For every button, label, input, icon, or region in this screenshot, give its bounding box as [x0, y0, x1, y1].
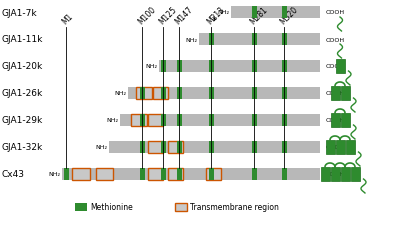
Bar — [75, 203, 87, 211]
Bar — [330, 87, 340, 101]
Bar — [208, 61, 214, 73]
Text: COOH: COOH — [326, 64, 345, 69]
Bar — [340, 87, 350, 101]
Bar — [72, 168, 90, 180]
Bar — [206, 168, 221, 180]
Bar — [282, 61, 286, 73]
Bar — [208, 34, 214, 46]
Text: *: * — [212, 16, 217, 26]
Bar — [160, 141, 166, 153]
Bar — [96, 168, 113, 180]
Text: GJA1-20k: GJA1-20k — [2, 62, 43, 71]
Bar — [175, 203, 187, 211]
Bar — [252, 115, 256, 126]
Text: COOH: COOH — [326, 91, 345, 96]
Bar — [160, 88, 166, 99]
Text: M320: M320 — [279, 5, 300, 26]
Text: GJA1-26k: GJA1-26k — [2, 89, 43, 98]
Text: GJA1-29k: GJA1-29k — [2, 116, 43, 125]
Text: NH₂: NH₂ — [106, 118, 118, 123]
Bar — [282, 88, 286, 99]
Text: NH₂: NH₂ — [48, 172, 60, 177]
Text: NH₂: NH₂ — [114, 91, 126, 96]
Bar — [176, 88, 182, 99]
Bar — [336, 60, 344, 74]
Bar — [208, 141, 214, 153]
Bar — [128, 88, 320, 99]
Bar — [252, 34, 256, 46]
Bar — [160, 168, 166, 180]
Text: GJA1-32k: GJA1-32k — [2, 143, 43, 152]
Bar — [252, 61, 256, 73]
Text: M1: M1 — [61, 11, 75, 26]
Bar — [176, 141, 182, 153]
Text: COOH: COOH — [326, 145, 345, 150]
Text: GJA1-7k: GJA1-7k — [2, 9, 38, 17]
Bar — [336, 140, 344, 154]
Bar — [120, 115, 320, 126]
Text: M147: M147 — [174, 5, 195, 26]
Bar — [62, 168, 320, 180]
Bar — [346, 140, 354, 154]
Bar — [160, 115, 166, 126]
Text: M213: M213 — [206, 5, 227, 26]
Text: M125: M125 — [158, 5, 179, 26]
Bar — [252, 88, 256, 99]
Bar — [330, 113, 340, 127]
Bar — [64, 168, 68, 180]
Bar — [326, 140, 334, 154]
Bar — [199, 34, 320, 46]
Bar — [148, 115, 163, 126]
Bar — [252, 168, 256, 180]
Bar — [282, 141, 286, 153]
Bar — [168, 168, 183, 180]
Bar — [176, 61, 182, 73]
Bar — [252, 141, 256, 153]
Text: NH₂: NH₂ — [217, 10, 229, 16]
Text: M100: M100 — [137, 5, 158, 26]
Bar — [350, 167, 360, 181]
Bar — [340, 167, 350, 181]
Bar — [282, 168, 286, 180]
Bar — [208, 88, 214, 99]
Bar — [252, 7, 256, 19]
Bar — [109, 141, 320, 153]
Bar — [340, 113, 350, 127]
Bar — [140, 115, 144, 126]
Bar — [208, 115, 214, 126]
Bar — [176, 115, 182, 126]
Text: COOH: COOH — [326, 118, 345, 123]
Bar — [148, 141, 163, 153]
Text: COOH: COOH — [326, 172, 345, 177]
Bar — [208, 168, 214, 180]
Text: Transmembrane region: Transmembrane region — [190, 202, 279, 211]
Bar — [168, 141, 183, 153]
Bar — [140, 168, 144, 180]
Bar — [282, 115, 286, 126]
Bar — [330, 167, 340, 181]
Bar — [140, 141, 144, 153]
Text: NH₂: NH₂ — [145, 64, 157, 69]
Bar — [160, 61, 166, 73]
Text: Cx43: Cx43 — [2, 170, 25, 179]
Bar — [282, 7, 286, 19]
Bar — [231, 7, 320, 19]
Text: Methionine: Methionine — [90, 202, 133, 211]
Bar — [282, 34, 286, 46]
Bar — [140, 88, 144, 99]
Text: COOH: COOH — [326, 37, 345, 42]
Text: COOH: COOH — [326, 10, 345, 16]
Bar — [159, 61, 320, 73]
Bar — [176, 168, 182, 180]
Text: NH₂: NH₂ — [95, 145, 107, 150]
Text: M281: M281 — [249, 5, 270, 26]
Bar — [320, 167, 330, 181]
Bar — [153, 88, 168, 99]
Text: NH₂: NH₂ — [185, 37, 197, 42]
Bar — [148, 168, 163, 180]
Bar — [131, 115, 147, 126]
Bar — [136, 88, 152, 99]
Text: GJA1-11k: GJA1-11k — [2, 35, 43, 44]
